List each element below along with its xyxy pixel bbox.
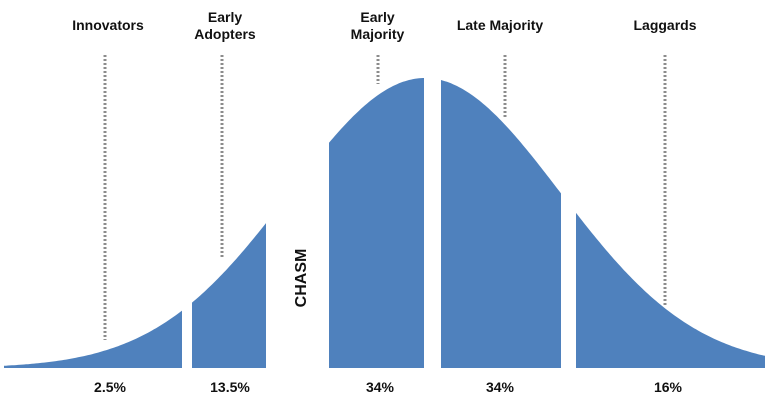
label-early-adopters: Early Adopters xyxy=(194,9,256,42)
percent-late-majority: 34% xyxy=(485,379,515,395)
percent-laggards: 16% xyxy=(653,379,683,395)
percent-innovators: 2.5% xyxy=(94,379,126,395)
percent-early-adopters: 13.5% xyxy=(210,379,250,395)
label-laggards: Laggards xyxy=(633,17,697,33)
segment-laggards xyxy=(576,212,765,368)
segment-late-majority xyxy=(441,80,561,368)
label-early-majority: Early Majority xyxy=(350,9,405,42)
segment-early-adopters xyxy=(192,223,266,368)
segment-innovators xyxy=(4,310,182,368)
percent-early-majority: 34% xyxy=(365,379,395,395)
label-late-majority: Late Majority xyxy=(456,17,544,33)
chasm-label: CHASM xyxy=(293,248,310,308)
label-innovators: Innovators xyxy=(72,17,144,33)
segment-early-majority xyxy=(329,78,424,368)
